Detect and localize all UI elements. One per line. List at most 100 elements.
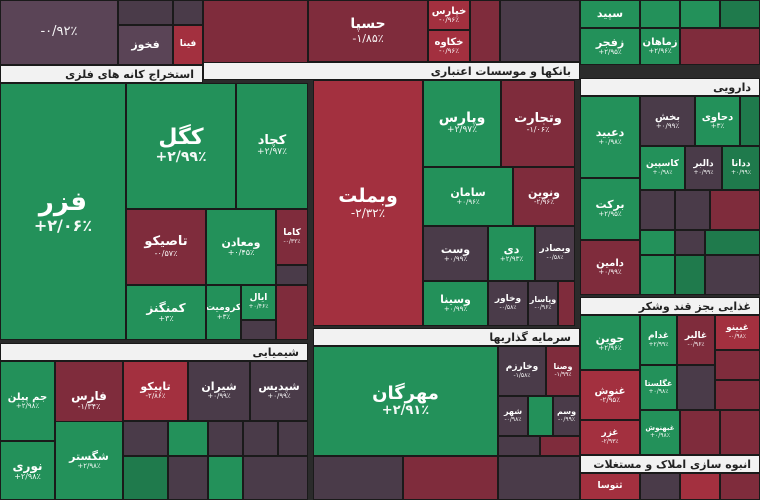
tile-misc[interactable] — [278, 421, 308, 456]
tile-joyin[interactable]: جوین +۲/۹۶٪ — [580, 315, 640, 370]
tile-shebandar[interactable]: شپدیس +۰/۹۹٪ — [250, 361, 308, 421]
tile-misc[interactable] — [740, 96, 760, 146]
tile-misc[interactable] — [168, 456, 208, 500]
tile-vesna[interactable]: وصنا -۱/۹۹٪ — [546, 346, 580, 396]
tile-vetejarat[interactable]: وتجارت -۱/۰۶٪ — [501, 80, 575, 167]
tile-jam[interactable]: جم پیلن +۲/۹۸٪ — [0, 361, 55, 441]
tile-misc[interactable] — [500, 0, 580, 62]
tile-misc[interactable] — [241, 320, 276, 340]
tile-shegoster[interactable]: شگستر +۲/۹۸٪ — [55, 421, 123, 500]
tile-vapasar[interactable]: وپاسار -۰/۹۶٪ — [528, 281, 558, 326]
tile-misc[interactable] — [715, 380, 760, 410]
tile-misc[interactable] — [675, 255, 705, 295]
tile-dalbar[interactable]: دالبر +۰/۹۹٪ — [685, 146, 722, 190]
tile-kemangenz[interactable]: کمنگنز +۳٪ — [126, 285, 206, 340]
tile-kasian[interactable]: کاسپین +۰/۹۸٪ — [640, 146, 685, 190]
tile-ghyno[interactable]: غبینو -۰/۹۸٪ — [715, 315, 760, 350]
tile-shiran[interactable]: شیران +۰/۹۹٪ — [188, 361, 250, 421]
tile-misc[interactable] — [498, 456, 580, 500]
tile-misc[interactable] — [675, 230, 705, 255]
tile-zafajr[interactable]: زفجر +۲/۹۵٪ — [580, 28, 640, 65]
tile-fazr[interactable]: فزر +۲/۰۶٪ — [0, 83, 126, 340]
tile-misc[interactable] — [123, 421, 168, 456]
tile-ghbahonar[interactable]: غبهنوش +۰/۹۸٪ — [640, 410, 680, 455]
tile-khakaveh[interactable]: خکاوه -۰/۹۶٪ — [428, 30, 470, 62]
tile-misc[interactable] — [123, 456, 168, 500]
tile-shahr[interactable]: شهر -۰/۹۸٪ — [498, 396, 528, 436]
tile-tasikou[interactable]: تاصیکو -۰/۵۷٪ — [126, 209, 206, 285]
tile-vepars[interactable]: وپارس +۲/۹۷٪ — [423, 80, 501, 167]
tile-ghazar[interactable]: غزر -۲/۹۳٪ — [580, 420, 640, 455]
tile-sepid[interactable]: سپید — [580, 0, 640, 28]
tile-misc[interactable] — [540, 436, 580, 456]
tile-misc[interactable] — [168, 421, 208, 456]
tile-kharas[interactable]: خپارس -۰/۹۶٪ — [428, 0, 470, 30]
tile-misc[interactable] — [208, 421, 243, 456]
tile-misc[interactable] — [675, 190, 710, 230]
tile-tapiko[interactable]: تاپیکو -۲/۸۶٪ — [123, 361, 188, 421]
tile-misc[interactable] — [710, 190, 760, 230]
tile-misc[interactable] — [680, 0, 720, 28]
tile-misc[interactable] — [276, 265, 308, 285]
tile-misc[interactable] — [118, 0, 173, 25]
tile-misc[interactable] — [720, 473, 760, 500]
tile-barekat[interactable]: برکت +۲/۹۵٪ — [580, 178, 640, 240]
tile-dadana[interactable]: ددانا +۰/۹۹٪ — [722, 146, 760, 190]
tile-kechad[interactable]: کچاد +۲/۹۷٪ — [236, 83, 308, 209]
tile-misc[interactable] — [720, 0, 760, 28]
tile-misc[interactable] — [640, 230, 675, 255]
tile-misc[interactable] — [276, 285, 308, 340]
tile-misc[interactable] — [403, 456, 498, 500]
tile-ipal[interactable]: ایال +۰/۴۶٪ — [241, 285, 276, 320]
tile-zamahan[interactable]: زماهان +۲/۹۶٪ — [640, 28, 680, 65]
tile-misc[interactable] — [677, 365, 715, 410]
tile-venovin[interactable]: ونوین -۲/۹۶٪ — [513, 167, 575, 226]
tile-fanna[interactable]: فینا — [173, 25, 203, 65]
tile-fakhoz[interactable]: فخوز — [118, 25, 173, 65]
tile-kama[interactable]: کاما -۰/۳۲٪ — [276, 209, 308, 265]
tile-mehregan[interactable]: مهرگان +۲/۹۱٪ — [313, 346, 498, 456]
tile-ghalber[interactable]: غالبر -۰/۹۶٪ — [677, 315, 715, 365]
tile-misc[interactable] — [470, 0, 500, 62]
tile-ghgolestan[interactable]: غگلستا +۰/۹۸٪ — [640, 365, 677, 410]
tile-bakhsh[interactable]: بخش +۰/۹۹٪ — [640, 96, 695, 146]
tile-vekharazm[interactable]: وخارزم -۱/۵۸٪ — [498, 346, 546, 396]
tile-misc[interactable] — [680, 473, 720, 500]
tile-vakhavar[interactable]: وخاور -۰/۵۸٪ — [488, 281, 528, 326]
tile-vesina[interactable]: وسینا +۰/۹۹٪ — [423, 281, 488, 326]
tile-misc[interactable] — [720, 410, 760, 455]
tile-misc[interactable] — [680, 28, 760, 65]
tile-ghadam[interactable]: غدام +۲/۹۹٪ — [640, 315, 677, 365]
tile-misc[interactable] — [715, 350, 760, 380]
tile-misc[interactable] — [640, 255, 675, 295]
tile-misc[interactable] — [558, 281, 575, 326]
tile-vemaadan[interactable]: ومعادن +۰/۴۵٪ — [206, 209, 276, 285]
tile-misc[interactable] — [528, 396, 553, 436]
tile-nouri[interactable]: نوری +۲/۹۸٪ — [0, 441, 55, 500]
tile-misc[interactable] — [705, 230, 760, 255]
tile-ghoush[interactable]: غنوش -۲/۹۵٪ — [580, 370, 640, 420]
tile-saman[interactable]: سامان +۰/۹۶٪ — [423, 167, 513, 226]
tile-tutousa[interactable]: ثتوسا — [580, 473, 640, 500]
tile-dabid[interactable]: دعبید +۰/۹۸٪ — [580, 96, 640, 178]
tile-kroumit[interactable]: کرومیت +۳٪ — [206, 285, 241, 340]
tile-misc[interactable] — [640, 190, 675, 230]
tile-vest[interactable]: وست +۰/۹۹٪ — [423, 226, 488, 281]
tile-misc[interactable] — [680, 410, 720, 455]
tile-misc[interactable] — [640, 473, 680, 500]
tile-misc[interactable] — [173, 0, 203, 25]
tile-misc[interactable] — [203, 0, 308, 65]
tile-misc[interactable] — [243, 456, 308, 500]
tile-tousa[interactable]: وسم -۰/۹۹٪ — [553, 396, 580, 436]
tile-vebesader[interactable]: وبصادر -۰/۵۸٪ — [535, 226, 575, 281]
tile-dahavi[interactable]: دحاوی +۳٪ — [695, 96, 740, 146]
tile-misc[interactable] — [243, 421, 278, 456]
tile-vabemellat[interactable]: وبملت -۲/۳۲٪ — [313, 80, 423, 326]
tile-dey[interactable]: دی +۲/۹۳٪ — [488, 226, 535, 281]
tile-misc[interactable] — [498, 436, 540, 456]
tile-topcenter[interactable]: حسپا -۱/۸۵٪ — [308, 0, 428, 62]
tile-kogol[interactable]: کگل +۲/۹۹٪ — [126, 83, 236, 209]
tile-topleft[interactable]: -۰/۹۲٪ — [0, 0, 118, 65]
tile-misc[interactable] — [705, 255, 760, 295]
tile-daamin[interactable]: دامین +۰/۹۹٪ — [580, 240, 640, 295]
